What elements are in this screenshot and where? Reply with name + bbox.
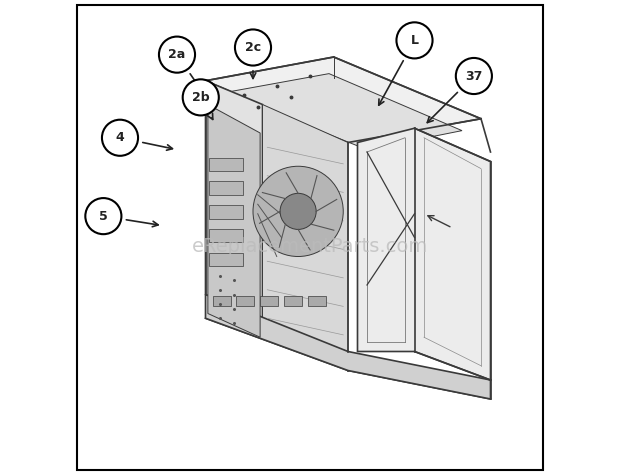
Polygon shape: [205, 81, 262, 323]
Bar: [210, 205, 242, 218]
Circle shape: [183, 79, 219, 115]
Polygon shape: [262, 104, 348, 352]
Text: 4: 4: [115, 131, 125, 144]
Bar: [260, 296, 278, 306]
Circle shape: [86, 198, 122, 234]
Text: 2a: 2a: [169, 48, 185, 61]
Circle shape: [235, 29, 271, 66]
Polygon shape: [205, 57, 481, 142]
Bar: [210, 253, 242, 266]
Text: eReplacementParts.com: eReplacementParts.com: [192, 238, 428, 256]
Text: L: L: [410, 34, 418, 47]
Circle shape: [159, 37, 195, 73]
Text: 2c: 2c: [245, 41, 261, 54]
Circle shape: [253, 166, 343, 256]
Bar: [210, 158, 242, 171]
Bar: [210, 229, 242, 242]
Polygon shape: [224, 74, 462, 150]
Text: 37: 37: [465, 69, 482, 83]
Circle shape: [456, 58, 492, 94]
Bar: [210, 181, 242, 195]
FancyBboxPatch shape: [78, 5, 542, 470]
Polygon shape: [208, 104, 260, 337]
Text: 5: 5: [99, 209, 108, 223]
Polygon shape: [358, 128, 490, 380]
Text: 2b: 2b: [192, 91, 210, 104]
Bar: [236, 296, 254, 306]
Bar: [284, 296, 302, 306]
Bar: [213, 296, 231, 306]
Circle shape: [102, 120, 138, 156]
Circle shape: [396, 22, 433, 58]
Polygon shape: [205, 294, 490, 399]
Circle shape: [280, 193, 316, 229]
Bar: [308, 296, 326, 306]
